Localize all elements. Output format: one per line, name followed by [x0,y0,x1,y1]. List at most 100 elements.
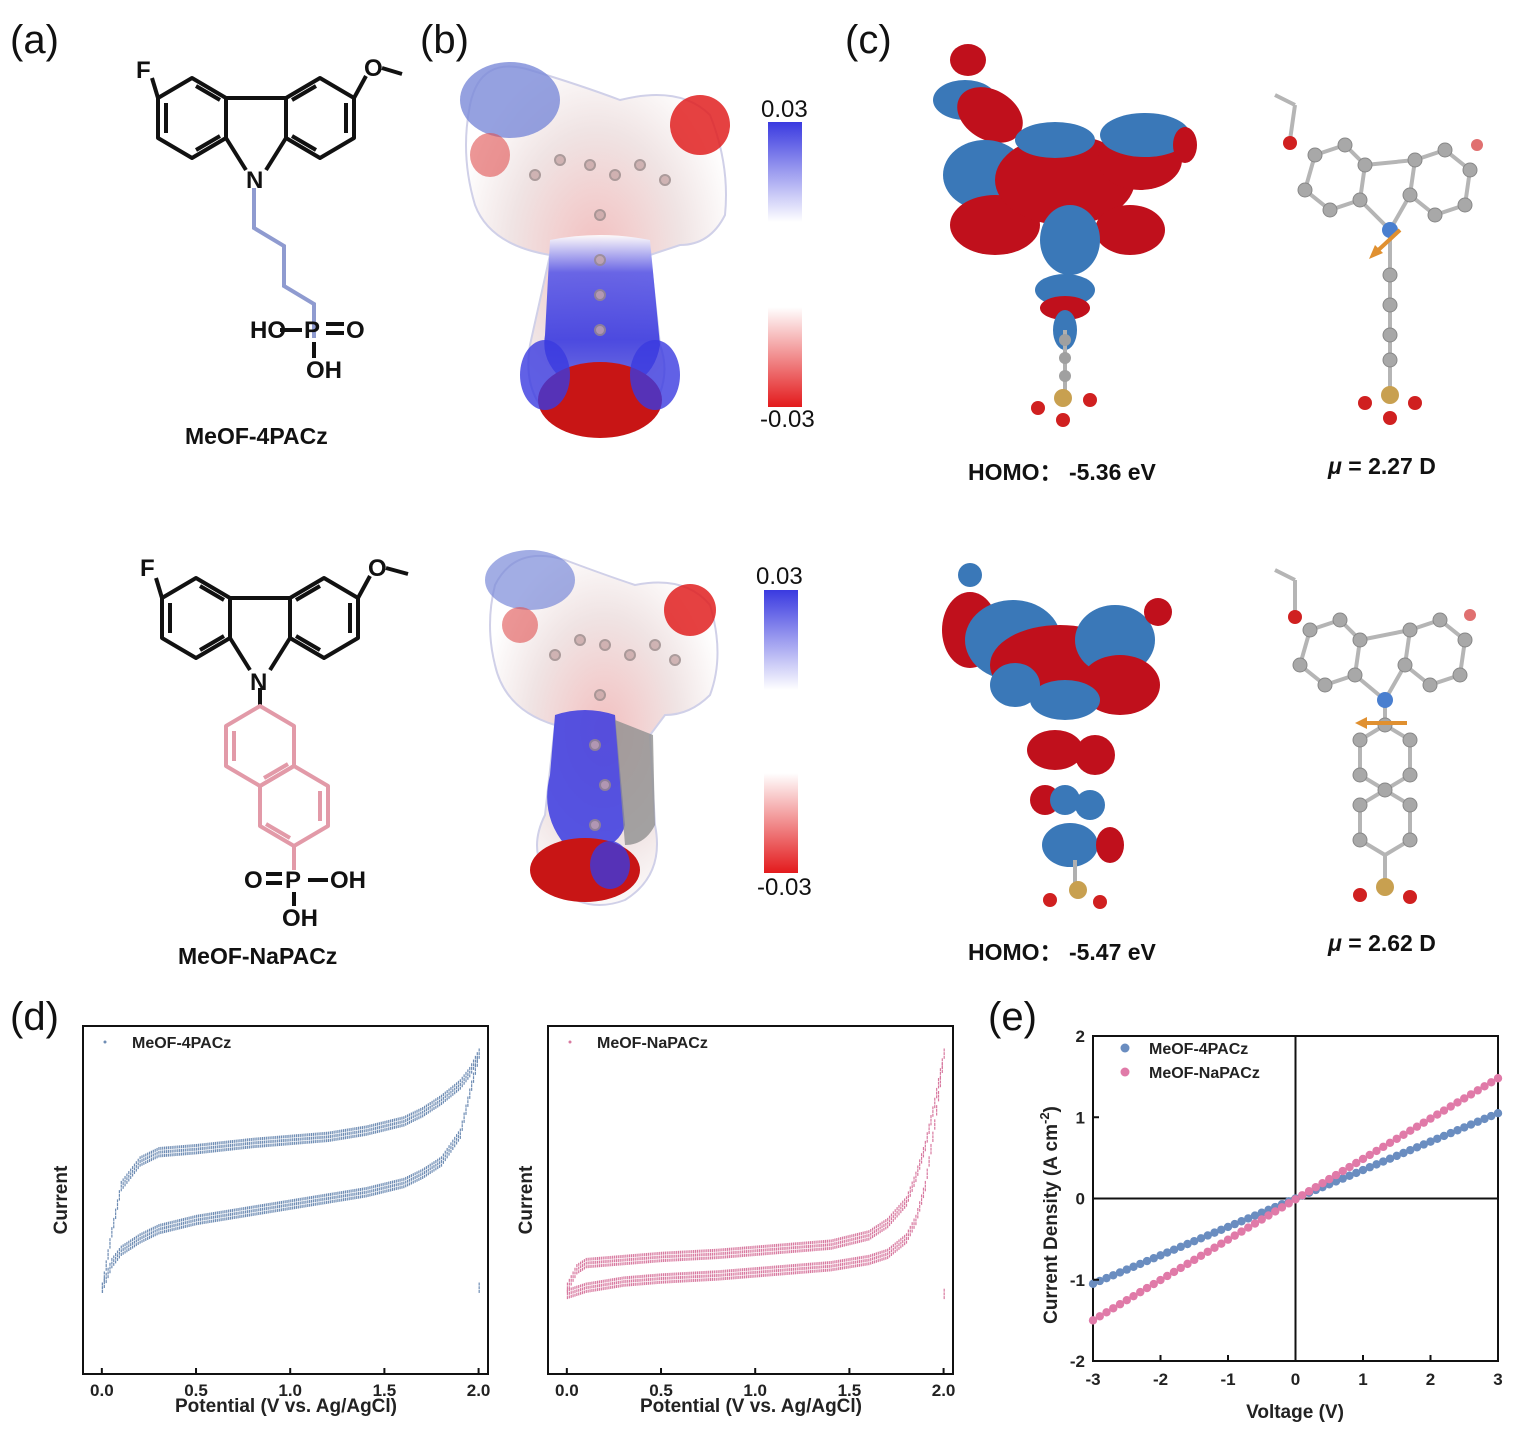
cv-point [647,1278,650,1282]
cv-point [768,1251,770,1255]
cv-point [651,1274,653,1278]
cv-point [860,1239,862,1243]
cv-point [823,1265,825,1269]
cv-point [719,1273,721,1277]
cv-point [862,1238,864,1242]
cv-point [256,1212,258,1216]
cv-point [128,1248,130,1252]
cv-point [201,1221,203,1225]
cv-point [335,1191,337,1195]
cv-point [890,1245,893,1249]
cv-point [211,1149,213,1153]
cv-point [263,1144,266,1148]
cv-point [342,1198,345,1202]
cv-point [612,1278,614,1282]
cv-point [666,1258,668,1262]
cv-point [920,1160,923,1164]
cv-point [386,1124,388,1128]
cv-point [173,1153,175,1157]
cv-point [570,1275,572,1279]
cv-point [710,1270,712,1274]
cv-point [661,1251,663,1255]
cv-point [254,1212,256,1216]
cv-point [749,1267,751,1271]
cv-point [681,1254,683,1258]
cv-point [158,1154,160,1158]
cv-point [214,1219,217,1223]
cv-point [393,1180,396,1184]
cv-point [715,1277,717,1281]
cv-point [785,1272,787,1276]
cv-point [602,1260,604,1264]
cv-point [194,1215,196,1219]
cv-point [943,1288,945,1292]
cv-point [937,1090,940,1094]
cv-point [203,1213,205,1217]
cv-point [258,1208,260,1212]
cv-point [145,1234,147,1238]
cv-point [348,1193,350,1197]
cv-point [403,1123,405,1127]
cv-point [416,1109,418,1113]
cv-point [872,1227,874,1231]
cv-point [909,1225,911,1229]
cv-point [936,1091,938,1095]
x-tick-label: 2.0 [932,1381,956,1400]
cv-point [623,1280,625,1284]
cv-point [431,1108,433,1112]
cv-point [331,1138,333,1142]
cv-point [471,1087,473,1091]
cv-point [653,1256,655,1260]
cv-point [719,1252,721,1256]
cv-point [439,1164,441,1168]
cv-point [732,1268,734,1272]
cv-point [465,1111,467,1115]
cv-point [164,1146,166,1150]
cv-point [241,1146,243,1150]
cv-point [824,1261,827,1265]
cv-point [205,1142,207,1146]
cv-point [819,1269,821,1273]
cv-point [843,1262,845,1266]
cv-point [693,1275,695,1279]
atom-n: N [246,167,263,194]
cv-point [391,1180,394,1184]
cv-point [305,1204,307,1208]
cv-point [589,1285,591,1289]
cv-point [668,1251,670,1255]
cv-point [391,1184,394,1188]
cv-point [339,1129,341,1133]
cv-point [926,1139,928,1143]
cv-point [794,1263,796,1267]
cv-point [666,1276,668,1280]
cv-point [632,1257,634,1261]
jv-point [1190,1255,1199,1265]
cv-point [806,1262,808,1266]
cv-point [367,1186,369,1190]
y-axis-label-end: ) [1041,1106,1062,1112]
cv-point [625,1283,627,1287]
cv-point [405,1184,407,1188]
cv-point [896,1207,898,1211]
cv-point [717,1277,719,1281]
jv-point [1291,1195,1300,1204]
cv-point [467,1103,469,1107]
cv-point [284,1200,286,1204]
cv-point [922,1154,925,1158]
cv-point [743,1250,746,1254]
cv-point [148,1236,151,1240]
cv-point [636,1279,638,1283]
cv-point [898,1239,900,1243]
cv-point [312,1140,315,1144]
cv-point [337,1191,339,1195]
cv-point [152,1226,154,1230]
cv-point [826,1239,828,1243]
cv-point [297,1201,299,1205]
cv-point [118,1197,120,1201]
cv-point [367,1132,369,1136]
cv-point [723,1273,725,1277]
panel-label-e: (e) [988,995,1037,1039]
jv-point [1352,1168,1361,1178]
cv-point [271,1206,273,1210]
cv-point [636,1257,638,1261]
